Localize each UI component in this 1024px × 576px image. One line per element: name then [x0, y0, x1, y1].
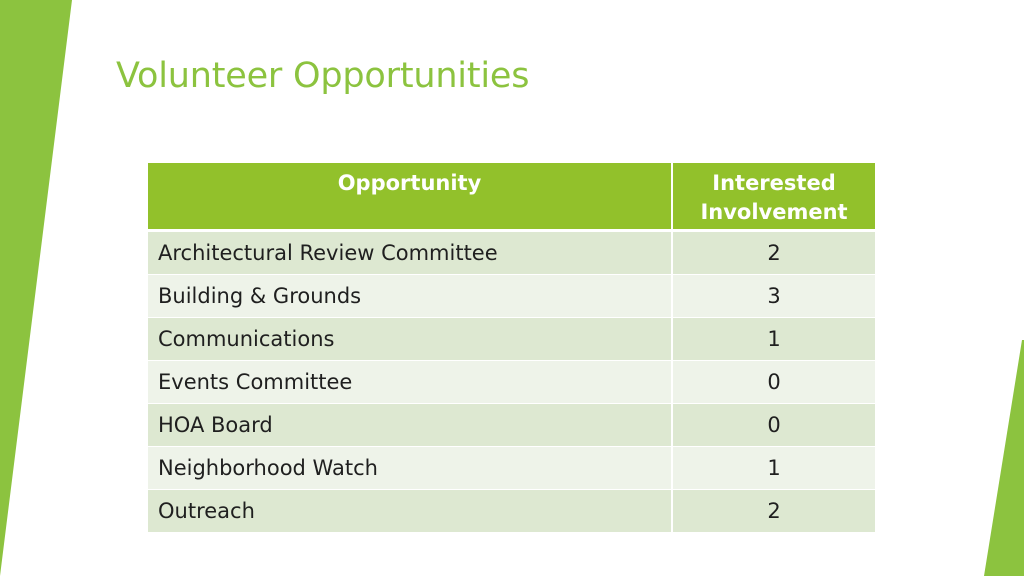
header-interested-line2: Involvement — [700, 200, 848, 224]
table-row: HOA Board 0 — [148, 404, 875, 447]
right-accent-shape — [984, 340, 1024, 576]
interested-cell: 0 — [673, 361, 875, 404]
opportunity-cell: HOA Board — [148, 404, 673, 447]
volunteer-table: Opportunity Interested Involvement Archi… — [148, 163, 875, 533]
table-header-row: Opportunity Interested Involvement — [148, 163, 875, 232]
header-opportunity: Opportunity — [148, 163, 673, 232]
opportunity-cell: Neighborhood Watch — [148, 447, 673, 490]
table-row: Architectural Review Committee 2 — [148, 232, 875, 275]
opportunity-cell: Outreach — [148, 490, 673, 533]
table-row: Neighborhood Watch 1 — [148, 447, 875, 490]
opportunity-cell: Building & Grounds — [148, 275, 673, 318]
left-accent-shape — [0, 0, 72, 576]
interested-cell: 3 — [673, 275, 875, 318]
interested-cell: 2 — [673, 490, 875, 533]
interested-cell: 0 — [673, 404, 875, 447]
table-row: Communications 1 — [148, 318, 875, 361]
slide-title: Volunteer Opportunities — [116, 56, 530, 96]
interested-cell: 1 — [673, 447, 875, 490]
opportunity-cell: Architectural Review Committee — [148, 232, 673, 275]
table-row: Outreach 2 — [148, 490, 875, 533]
header-interested-line1: Interested — [712, 171, 836, 195]
table-row: Events Committee 0 — [148, 361, 875, 404]
interested-cell: 1 — [673, 318, 875, 361]
header-interested-involvement: Interested Involvement — [673, 163, 875, 232]
opportunity-cell: Communications — [148, 318, 673, 361]
table-row: Building & Grounds 3 — [148, 275, 875, 318]
interested-cell: 2 — [673, 232, 875, 275]
opportunity-cell: Events Committee — [148, 361, 673, 404]
